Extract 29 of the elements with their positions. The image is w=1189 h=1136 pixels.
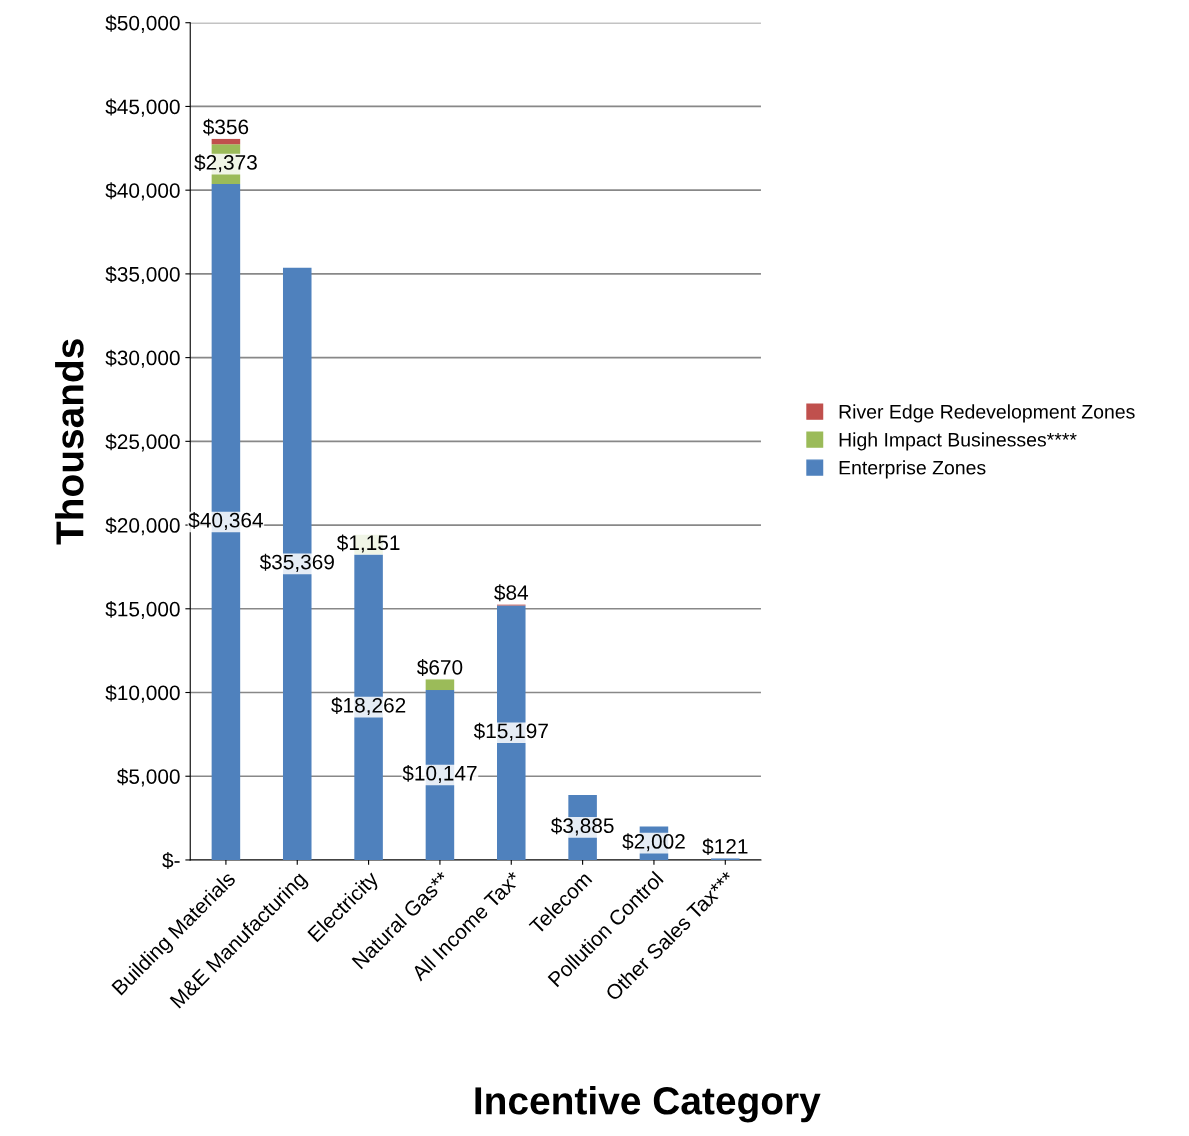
legend-label: River Edge Redevelopment Zones — [839, 404, 1135, 423]
y-tick-label: $10,000 — [105, 684, 180, 703]
data-label: $670 — [416, 659, 463, 676]
data-label: $84 — [494, 584, 529, 602]
data-label: $40,364 — [188, 511, 263, 531]
y-tick-label: $- — [162, 852, 180, 869]
y-axis-title: Thousands — [55, 339, 84, 545]
y-tick-label: $25,000 — [105, 433, 180, 452]
data-label: $10,147 — [402, 764, 477, 784]
data-label: $15,197 — [473, 722, 548, 741]
y-tick-label: $5,000 — [117, 768, 180, 787]
data-label: $121 — [702, 838, 748, 856]
y-tick-label: $50,000 — [105, 14, 180, 33]
data-label: $3,885 — [550, 817, 614, 836]
data-label: $2,373 — [194, 154, 257, 173]
y-tick-label: $40,000 — [105, 182, 180, 201]
y-tick-label: $30,000 — [105, 349, 180, 368]
data-label: $35,369 — [259, 553, 334, 572]
y-tick-label: $45,000 — [105, 98, 180, 117]
legend-label: Enterprise Zones — [839, 460, 986, 479]
data-label: $2,002 — [622, 833, 685, 852]
data-label: $1,151 — [336, 534, 400, 553]
x-axis-title: Incentive Category — [475, 1086, 821, 1123]
y-tick-label: $15,000 — [105, 600, 180, 619]
data-label: $18,262 — [331, 697, 406, 716]
y-tick-label: $35,000 — [105, 266, 180, 285]
y-tick-label: $20,000 — [105, 517, 180, 536]
legend-label: High Impact Businesses**** — [839, 432, 1077, 451]
data-label: $356 — [202, 118, 249, 136]
